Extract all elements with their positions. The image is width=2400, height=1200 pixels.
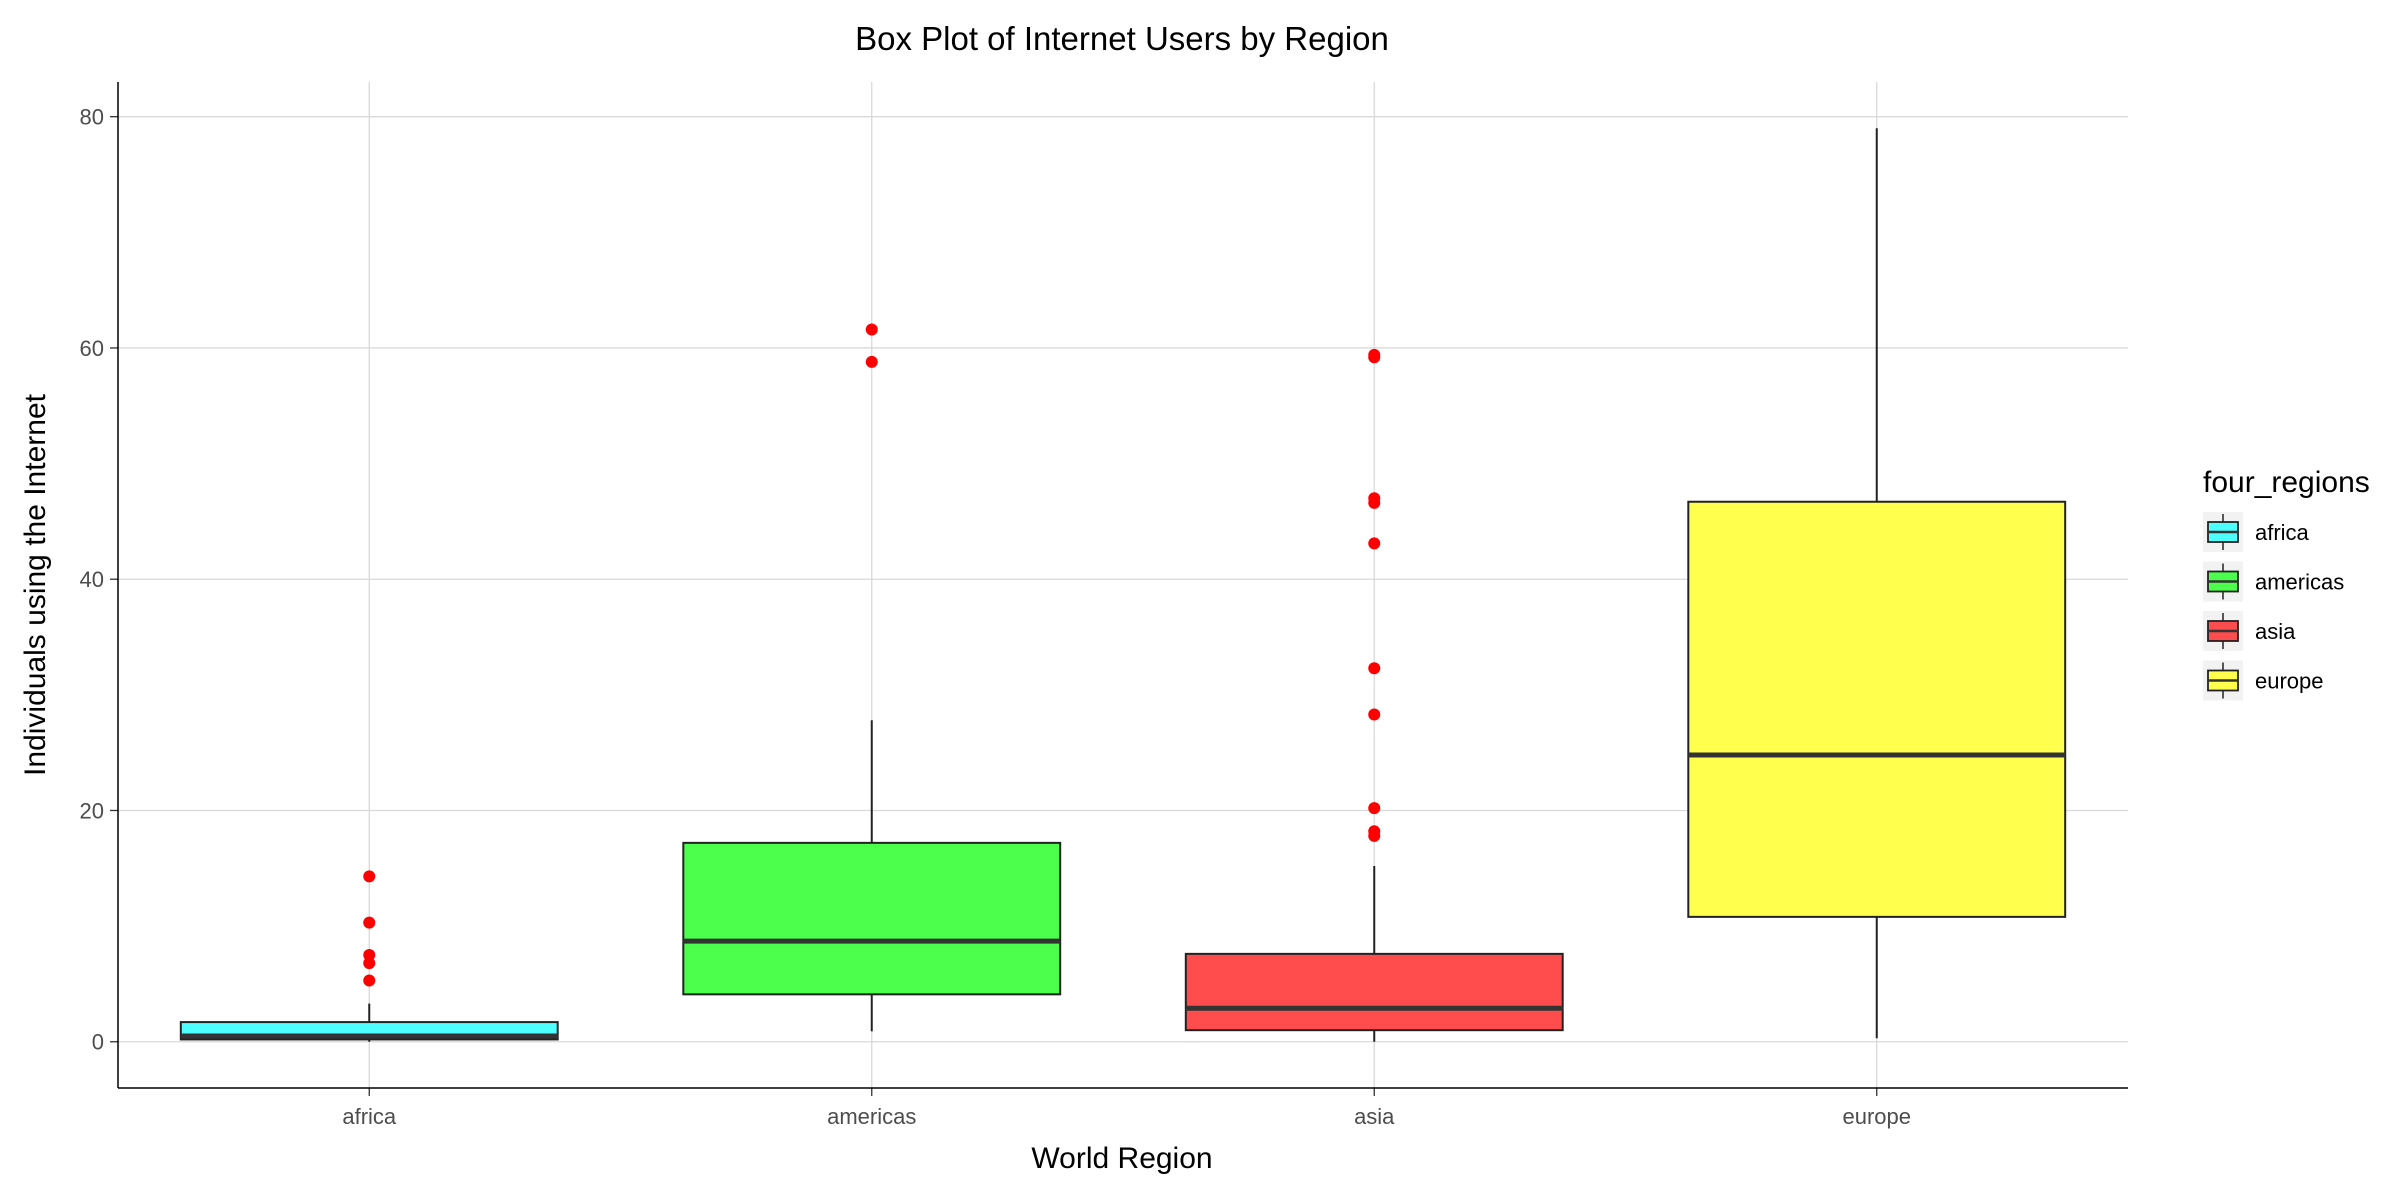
chart-title: Box Plot of Internet Users by Region — [855, 20, 1389, 57]
outlier-point — [1368, 348, 1381, 361]
x-tick-label: europe — [1842, 1104, 1911, 1129]
y-tick-label: 0 — [92, 1030, 104, 1055]
y-tick-label: 40 — [80, 567, 104, 592]
outlier-point — [363, 974, 376, 987]
box-americas — [682, 323, 1062, 1032]
legend-label: africa — [2255, 520, 2310, 545]
legend-item-asia: asia — [2203, 611, 2296, 651]
y-tick-label: 80 — [80, 105, 104, 130]
legend: africa americas asia europe — [2203, 512, 2344, 701]
outlier-point — [1368, 825, 1381, 838]
outlier-point — [1368, 802, 1381, 815]
box-africa — [179, 870, 559, 1042]
x-axis-title: World Region — [1031, 1142, 1212, 1175]
box-iqr — [1184, 952, 1564, 1032]
legend-label: americas — [2255, 570, 2344, 595]
outlier-point — [363, 949, 376, 962]
outlier-point — [1368, 492, 1381, 505]
outlier-point — [865, 323, 878, 336]
outlier-point — [1368, 662, 1381, 675]
box-iqr — [682, 841, 1062, 996]
box-europe — [1687, 128, 2067, 1039]
outlier-point — [1368, 708, 1381, 721]
legend-label: europe — [2255, 669, 2324, 694]
outlier-point — [363, 916, 376, 929]
plot-area: 0 20 40 60 80 africa americas asia europe — [80, 82, 2128, 1129]
outlier-point — [363, 870, 376, 883]
y-tick-label: 60 — [80, 336, 104, 361]
y-tick-label: 20 — [80, 798, 104, 823]
outlier-point — [1368, 537, 1381, 550]
x-tick-label: africa — [342, 1104, 397, 1129]
legend-label: asia — [2255, 619, 2296, 644]
y-axis-title: Individuals using the Internet — [19, 393, 52, 776]
legend-item-americas: americas — [2203, 561, 2344, 602]
box-iqr — [1687, 500, 2067, 918]
legend-item-africa: africa — [2203, 512, 2310, 552]
outlier-point — [865, 355, 878, 368]
box-asia — [1184, 348, 1564, 1042]
legend-title: four_regions — [2203, 466, 2370, 499]
legend-item-europe: europe — [2203, 660, 2324, 701]
x-tick-label: americas — [827, 1104, 916, 1129]
x-tick-label: asia — [1354, 1104, 1395, 1129]
